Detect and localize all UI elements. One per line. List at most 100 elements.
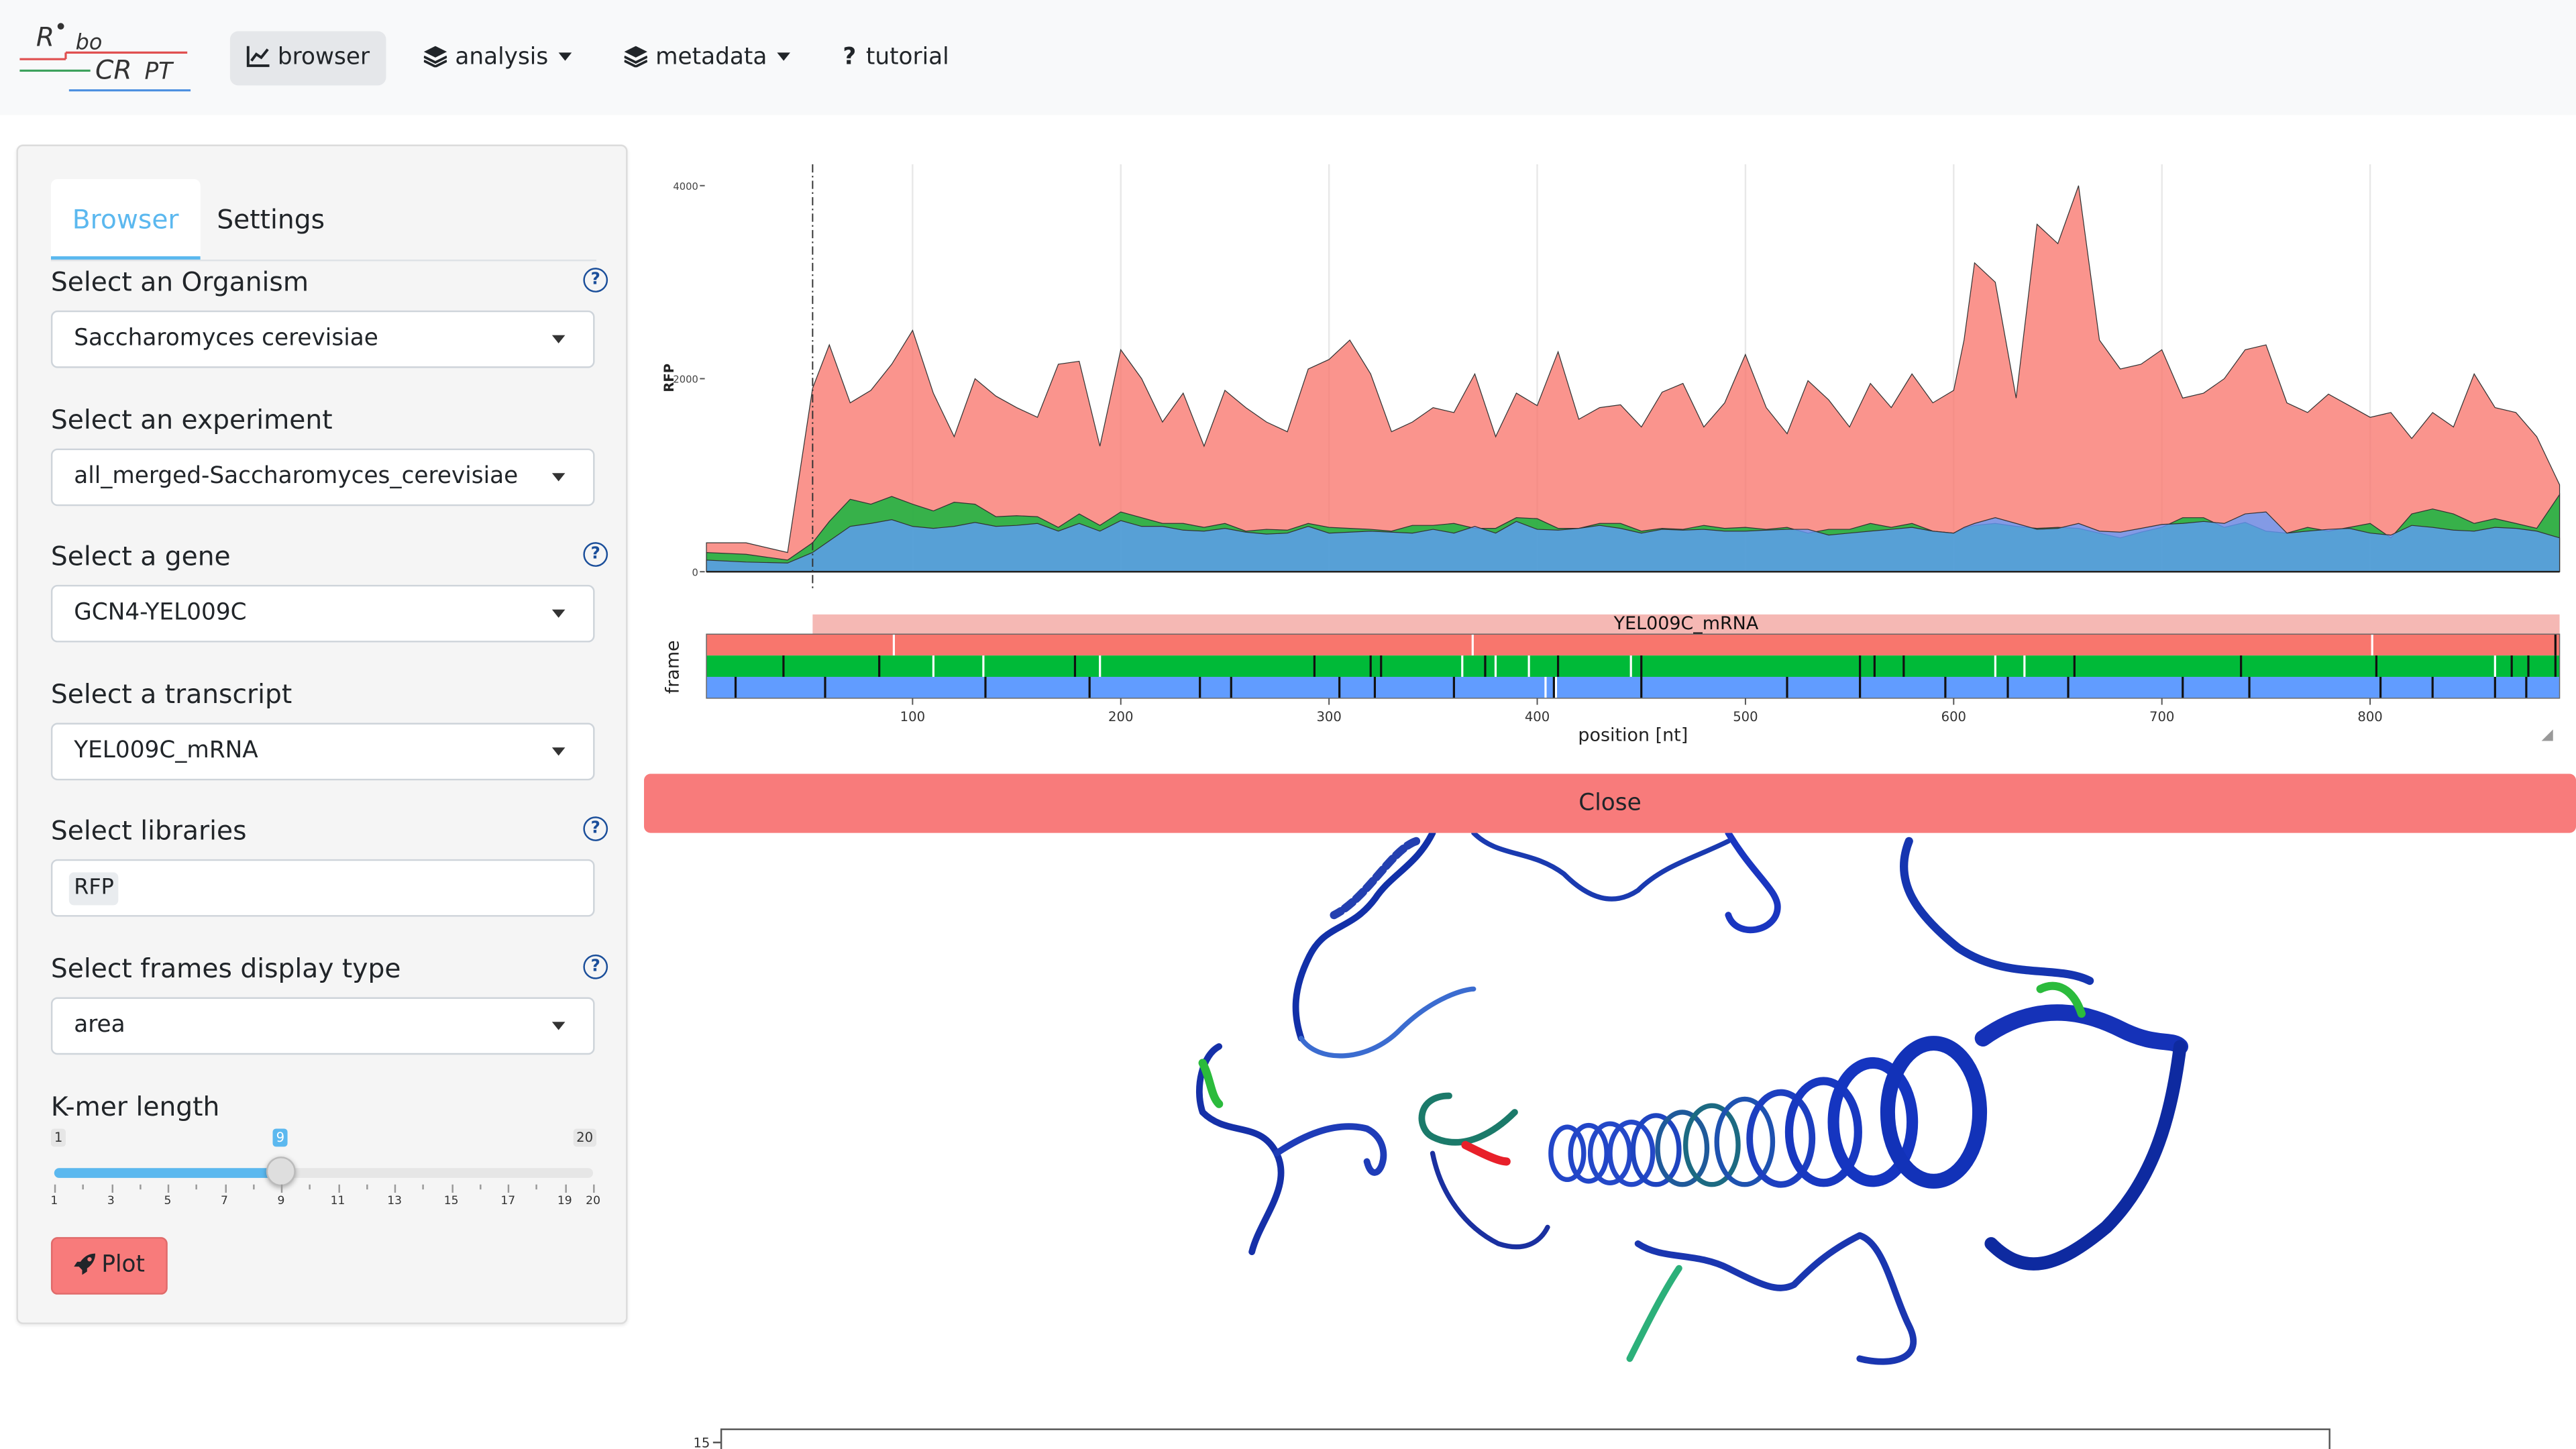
kmer-slider[interactable]: 1 20 9 1 3 5 7 9 11 13 15 17 19 20 xyxy=(50,1128,600,1210)
x-tick-label: 700 xyxy=(2149,709,2174,724)
nav-metadata[interactable]: metadata xyxy=(608,32,806,86)
beta-sheet xyxy=(1974,1004,2189,1055)
slider-fill xyxy=(54,1168,282,1178)
x-tick-label: 400 xyxy=(1525,709,1550,724)
slider-tick xyxy=(83,1184,85,1190)
chevron-down-icon xyxy=(551,747,566,756)
transcript-select[interactable]: YEL009C_mRNA xyxy=(50,722,595,781)
x-tick-label: 800 xyxy=(2357,709,2382,724)
chevron-down-icon xyxy=(551,1022,566,1030)
slider-tick-label: 17 xyxy=(500,1194,516,1208)
coil-strand xyxy=(1292,833,1436,1042)
nav-browser-label: browser xyxy=(277,44,370,71)
experiment-label: Select an experiment xyxy=(50,404,333,435)
frame-row-2 xyxy=(706,676,2560,698)
coil-strand xyxy=(1198,1059,1224,1108)
helix-coil-spiral xyxy=(1548,1036,1988,1189)
frames-label: Select frames display type xyxy=(50,953,401,984)
nav-analysis[interactable]: analysis xyxy=(407,32,588,86)
slider-tick xyxy=(508,1184,510,1193)
slider-handle[interactable] xyxy=(266,1157,297,1187)
help-icon[interactable]: ? xyxy=(583,542,608,567)
coverage-area-frame-0 xyxy=(706,185,2561,572)
riboCRPT-logo[interactable]: R bo CR PT xyxy=(16,16,193,98)
coil-strand xyxy=(1471,833,1731,902)
slider-value-label: 9 xyxy=(272,1128,288,1147)
svg-text:CR: CR xyxy=(95,56,132,86)
slider-tick-label: 15 xyxy=(443,1194,459,1208)
coil-strand xyxy=(1298,986,1477,1059)
experiment-select[interactable]: all_merged-Saccharomyces_cerevisiae xyxy=(50,448,595,506)
library-chip[interactable]: RFP xyxy=(68,872,119,906)
tab-browser[interactable]: Browser xyxy=(50,178,201,260)
y-tick-label: 4000 xyxy=(673,181,698,193)
gene-select[interactable]: GCN4-YEL009C xyxy=(50,584,595,643)
nav-browser[interactable]: browser xyxy=(229,31,386,86)
x-tick-label: 200 xyxy=(1108,709,1133,724)
x-tick-label: 600 xyxy=(1941,709,1966,724)
chevron-down-icon xyxy=(551,473,566,482)
libraries-select[interactable]: RFP xyxy=(50,859,595,917)
slider-tick-label: 13 xyxy=(387,1194,402,1208)
chevron-down-icon xyxy=(551,609,566,618)
slider-tick xyxy=(337,1184,340,1193)
transcript-title: YEL009C_mRNA xyxy=(1613,613,1759,634)
slider-tick-label: 3 xyxy=(107,1194,115,1208)
coverage-area-frame-2 xyxy=(706,511,2561,572)
slider-tick xyxy=(111,1184,113,1193)
slider-tick-label: 20 xyxy=(586,1194,601,1208)
slider-tick xyxy=(139,1184,142,1190)
gene-value: GCN4-YEL009C xyxy=(74,599,247,627)
chevron-down-icon xyxy=(557,52,572,61)
slider-min-label: 1 xyxy=(50,1128,66,1147)
kmer-label: K-mer length xyxy=(50,1091,220,1122)
coil-strand xyxy=(1461,1140,1511,1166)
sidebar-tabs: Browser Settings xyxy=(50,178,596,262)
slider-tick xyxy=(564,1184,567,1193)
track-y-axis-label: frame xyxy=(662,640,683,694)
slider-track[interactable] xyxy=(54,1168,594,1178)
slider-tick xyxy=(167,1184,170,1193)
gene-label: Select a gene xyxy=(50,540,231,572)
coverage-axis: 0 2000 4000 xyxy=(673,164,2560,592)
slider-tick xyxy=(423,1184,425,1190)
tab-settings[interactable]: Settings xyxy=(217,203,325,235)
svg-text:bo: bo xyxy=(76,29,103,54)
help-icon[interactable]: ? xyxy=(583,268,608,292)
coverage-chart[interactable]: 0 2000 4000 RFP 100 200 300 400 500 600 700 800 Y… xyxy=(644,145,2576,769)
frames-value: area xyxy=(74,1012,125,1038)
plot-button[interactable]: Plot xyxy=(50,1237,168,1295)
frames-select[interactable]: area xyxy=(50,997,595,1055)
coil-strand xyxy=(1330,837,1421,920)
nav-tutorial[interactable]: ? tutorial xyxy=(826,32,965,86)
beta-sheet xyxy=(1984,1040,2187,1271)
slider-tick-label: 7 xyxy=(221,1194,228,1208)
slider-tick xyxy=(224,1184,226,1193)
slider-tick-label: 11 xyxy=(330,1194,345,1208)
slider-tick xyxy=(394,1184,396,1193)
help-icon[interactable]: ? xyxy=(583,816,608,841)
slider-tick xyxy=(479,1184,482,1190)
chevron-down-icon xyxy=(551,335,566,343)
transcript-value: YEL009C_mRNA xyxy=(74,737,258,764)
organism-value: Saccharomyces cerevisiae xyxy=(74,325,378,352)
navbar: R bo CR PT browser analysis metadata ? tu… xyxy=(0,0,2576,115)
slider-tick-label: 9 xyxy=(277,1194,285,1208)
organism-label: Select an Organism xyxy=(50,266,309,298)
slider-tick xyxy=(196,1184,198,1190)
question-mark-icon: ? xyxy=(843,44,857,71)
close-button[interactable]: Close xyxy=(644,773,2576,833)
slider-tick xyxy=(451,1184,453,1193)
slider-tick xyxy=(54,1184,56,1193)
organism-select[interactable]: Saccharomyces cerevisiae xyxy=(50,310,595,368)
slider-tick xyxy=(309,1184,311,1190)
frame-track: 100 200 300 400 500 600 700 800 xyxy=(706,614,2561,724)
coil-strand xyxy=(1418,1092,1518,1146)
coil-strand xyxy=(1899,837,2094,985)
frame-row-0 xyxy=(706,634,2560,656)
resize-handle-icon[interactable] xyxy=(2541,729,2553,741)
frame-row-1 xyxy=(706,655,2560,677)
help-icon[interactable]: ? xyxy=(583,954,608,979)
slider-tick xyxy=(593,1184,595,1193)
protein-structure-viewer[interactable] xyxy=(644,833,2576,1392)
